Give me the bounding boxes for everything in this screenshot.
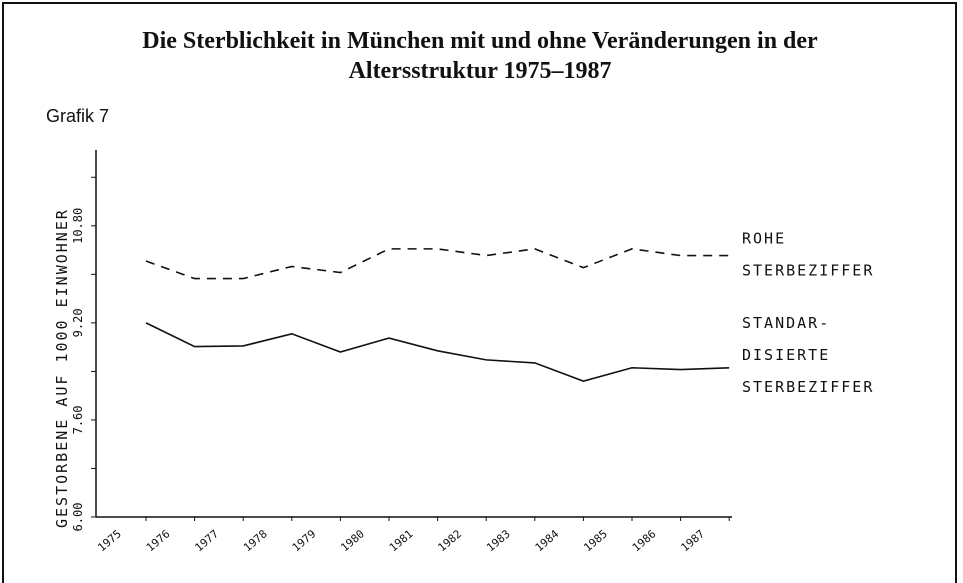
line-series <box>145 322 730 382</box>
x-tick-label: 1977 <box>192 527 221 554</box>
x-tick-label: 1982 <box>435 527 464 554</box>
series-label: STANDAR- <box>742 314 830 332</box>
y-tick-label: 9.20 <box>71 308 85 337</box>
series-label: DISIERTE <box>742 346 830 364</box>
line-series <box>145 248 730 280</box>
y-tick-label: 7.60 <box>71 405 85 434</box>
chart-subtitle: Grafik 7 <box>46 106 110 126</box>
chart-title: Die Sterblichkeit in München mit und ohn… <box>142 28 818 84</box>
x-tick-label: 1986 <box>630 527 659 554</box>
y-tick-label: 10.80 <box>71 208 85 244</box>
x-tick-label: 1980 <box>338 527 367 554</box>
x-tick-label: 1985 <box>581 527 610 554</box>
series-label: STERBEZIFFER <box>742 378 874 396</box>
x-tick-label: 1981 <box>387 527 416 554</box>
x-tick-label: 1976 <box>144 527 173 554</box>
x-tick-label: 1975 <box>95 527 124 554</box>
x-tick-label: 1978 <box>241 527 270 554</box>
x-tick-label: 1983 <box>484 527 513 554</box>
series-label: ROHE <box>742 230 786 248</box>
y-tick-label: 6.00 <box>71 503 85 532</box>
x-tick-label: 1979 <box>290 527 319 554</box>
series-label: STERBEZIFFER <box>742 262 874 280</box>
x-tick-label: 1984 <box>533 527 562 554</box>
x-tick-label: 1987 <box>678 527 707 554</box>
y-axis-label: GESTORBENE AUF 1000 EINWOHNER <box>53 208 71 528</box>
